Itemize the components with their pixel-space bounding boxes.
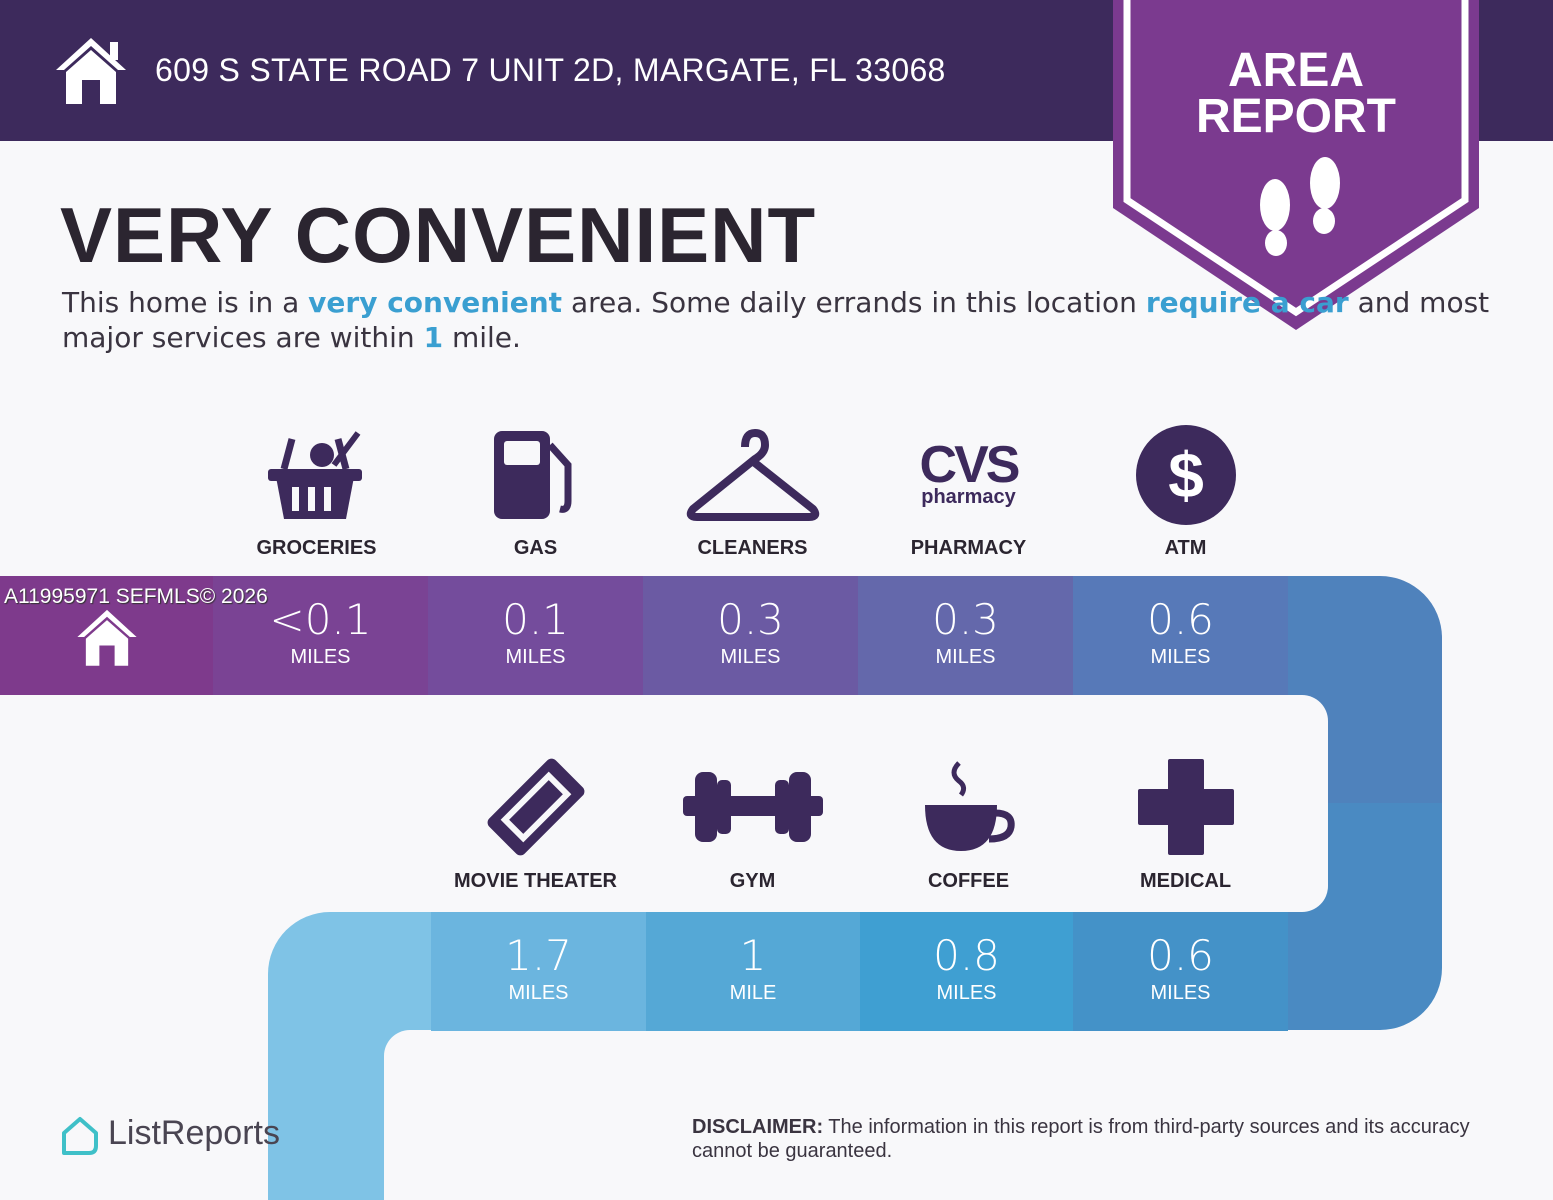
footprints-icon — [1260, 157, 1340, 256]
distance-cleaners: 0.3 MILES — [643, 576, 858, 695]
coffee-cup-icon — [861, 752, 1076, 862]
category-label: MEDICAL — [1139, 870, 1232, 892]
route-gap-bottom — [384, 1030, 1553, 1200]
distance-gas: 0.1 MILES — [428, 576, 643, 695]
gas-pump-icon — [428, 420, 643, 530]
category-label: CLEANERS — [697, 537, 808, 559]
distance-groceries: <0.1 MILES — [213, 576, 428, 695]
disclaimer: DISCLAIMER: The information in this repo… — [692, 1116, 1470, 1162]
home-icon — [76, 609, 137, 666]
dollar-icon: $ — [1078, 420, 1293, 530]
property-address: 609 S STATE ROAD 7 UNIT 2D, MARGATE, FL … — [155, 52, 946, 88]
cvs-pharmacy-logo: CVS pharmacy — [919, 436, 1021, 508]
category-label: GYM — [729, 870, 776, 892]
category-label: GROCERIES — [256, 537, 377, 559]
category-label: MOVIE THEATER — [454, 870, 617, 892]
distance-medical: 0.6 MILES — [1073, 912, 1288, 1031]
distance-movie-theater: 1.7 MILES — [431, 912, 646, 1031]
page-title: VERY CONVENIENT — [60, 191, 817, 279]
mls-watermark: A11995971 SEFMLS© 2026 — [4, 585, 268, 608]
hanger-icon — [645, 420, 860, 530]
svg-text:$: $ — [1168, 439, 1204, 511]
description: This home is in a very convenient area. … — [62, 286, 1490, 354]
listreports-logo-icon — [62, 1117, 98, 1155]
area-report-badge — [1113, 0, 1479, 330]
distance-gym: 1 MILE — [646, 912, 860, 1031]
category-label: GAS — [513, 537, 558, 559]
ticket-icon — [428, 752, 643, 862]
category-label: PHARMACY — [910, 537, 1027, 559]
badge-title: AREA REPORT — [1195, 44, 1396, 143]
grocery-basket-icon — [209, 420, 424, 530]
listreports-logo: ListReports — [108, 1114, 280, 1152]
category-label: COFFEE — [927, 870, 1010, 892]
home-icon — [56, 38, 126, 104]
distance-pharmacy: 0.3 MILES — [858, 576, 1073, 695]
medical-cross-icon — [1078, 752, 1293, 862]
home-segment — [0, 576, 213, 695]
route-gap — [0, 695, 1328, 912]
dumbbell-icon — [645, 752, 860, 862]
distance-coffee: 0.8 MILES — [860, 912, 1073, 1031]
category-label: ATM — [1164, 537, 1207, 559]
distance-atm: 0.6 MILES — [1073, 576, 1288, 695]
